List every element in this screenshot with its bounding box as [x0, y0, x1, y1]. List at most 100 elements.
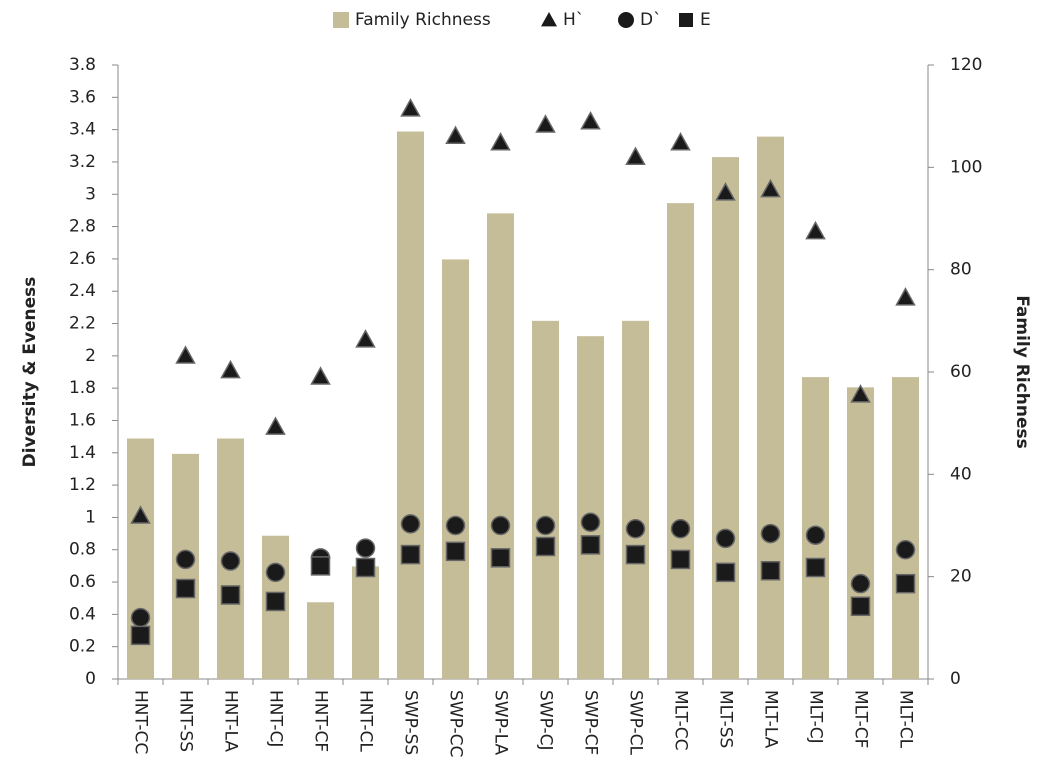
x-tick-label: HNT-CC: [131, 690, 151, 754]
bar: [397, 131, 424, 679]
point: [535, 114, 556, 133]
point: [895, 573, 916, 594]
x-tick-label: HNT-SS: [176, 690, 196, 752]
x-tick-label: HNT-CL: [356, 690, 376, 752]
x-tick-label: SWP-CJ: [536, 690, 556, 751]
y-tick-label: 1.8: [69, 378, 96, 398]
y-tick-label: 1: [85, 507, 96, 527]
point: [535, 536, 556, 557]
x-tick-label: SWP-CF: [581, 690, 601, 755]
y-axis-label: Diversity & Eveness: [20, 277, 40, 468]
point: [670, 132, 691, 151]
bar: [892, 377, 919, 679]
point: [445, 125, 466, 145]
x-tick-label: HNT-CF: [311, 690, 331, 752]
point: [490, 548, 511, 568]
x-tick-label: SWP-CC: [446, 690, 466, 757]
point: [670, 518, 691, 539]
y2-tick-label: 100: [950, 157, 982, 177]
point: [625, 146, 646, 166]
y-tick-label: 2.4: [69, 281, 96, 301]
point: [130, 505, 151, 524]
point: [130, 607, 151, 628]
point: [220, 585, 241, 605]
y-tick-label: 3: [85, 184, 96, 204]
point: [265, 562, 286, 583]
y2-tick-label: 40: [950, 464, 972, 484]
bar: [847, 387, 874, 679]
x-tick-label: MLT-CC: [671, 690, 691, 751]
bar: [442, 259, 469, 679]
point: [265, 416, 286, 435]
point: [580, 111, 601, 130]
point: [400, 544, 421, 565]
point: [625, 518, 646, 539]
point: [715, 182, 736, 201]
point: [850, 573, 871, 594]
point: [310, 366, 331, 385]
x-tick-label: MLT-CL: [896, 690, 916, 749]
bar: [757, 136, 784, 680]
point: [355, 557, 376, 578]
legend-swatch: [679, 13, 693, 27]
y-tick-label: 2.8: [69, 217, 96, 237]
point: [670, 549, 691, 570]
point: [760, 178, 781, 198]
legend-label: D`: [640, 10, 662, 30]
legend-label: H`: [563, 10, 584, 30]
y-tick-label: 0: [85, 669, 96, 689]
y2-tick-label: 60: [950, 362, 972, 382]
point: [760, 560, 781, 581]
point: [130, 625, 151, 646]
bar: [352, 566, 379, 679]
point: [175, 578, 196, 599]
point: [400, 514, 421, 534]
y2-tick-label: 120: [950, 55, 982, 75]
point: [175, 345, 196, 364]
point: [805, 525, 826, 545]
point: [310, 556, 331, 576]
point: [895, 287, 916, 306]
y-tick-label: 1.4: [69, 443, 96, 463]
x-tick-label: SWP-LA: [491, 690, 511, 755]
point: [715, 562, 736, 583]
point: [625, 544, 646, 565]
legend-swatch: [618, 12, 634, 28]
y-tick-label: 2.2: [69, 314, 96, 334]
point: [760, 523, 781, 544]
point: [535, 515, 556, 536]
point: [265, 591, 286, 612]
x-tick-label: MLT-SS: [716, 690, 736, 748]
bar: [667, 203, 694, 679]
bar: [622, 320, 649, 679]
x-tick-label: MLT-CJ: [806, 690, 826, 744]
legend-swatch: [333, 12, 349, 28]
legend-label: E: [700, 10, 711, 30]
point: [850, 384, 871, 403]
legend-label: Family Richness: [355, 10, 491, 30]
x-tick-label: MLT-LA: [761, 690, 781, 749]
y2-axis-label: Family Richness: [1012, 295, 1032, 448]
x-tick-label: HNT-CJ: [266, 690, 286, 747]
point: [355, 538, 376, 558]
y-tick-label: 0.6: [69, 572, 96, 592]
point: [805, 220, 826, 240]
y2-tick-label: 20: [950, 567, 972, 587]
point: [220, 551, 241, 571]
y-tick-label: 2.6: [69, 249, 96, 269]
point: [490, 515, 511, 536]
y-tick-label: 0.8: [69, 540, 96, 560]
point: [175, 549, 196, 570]
point: [850, 596, 871, 617]
point: [805, 557, 826, 578]
y-tick-label: 1.2: [69, 475, 96, 495]
x-tick-label: MLT-CF: [851, 690, 871, 748]
point: [490, 132, 511, 151]
y2-tick-label: 0: [950, 669, 961, 689]
y-tick-label: 2: [85, 346, 96, 366]
y-tick-label: 3.2: [69, 152, 96, 172]
point: [355, 329, 376, 348]
x-tick-label: SWP-CL: [626, 690, 646, 755]
point: [400, 98, 421, 117]
